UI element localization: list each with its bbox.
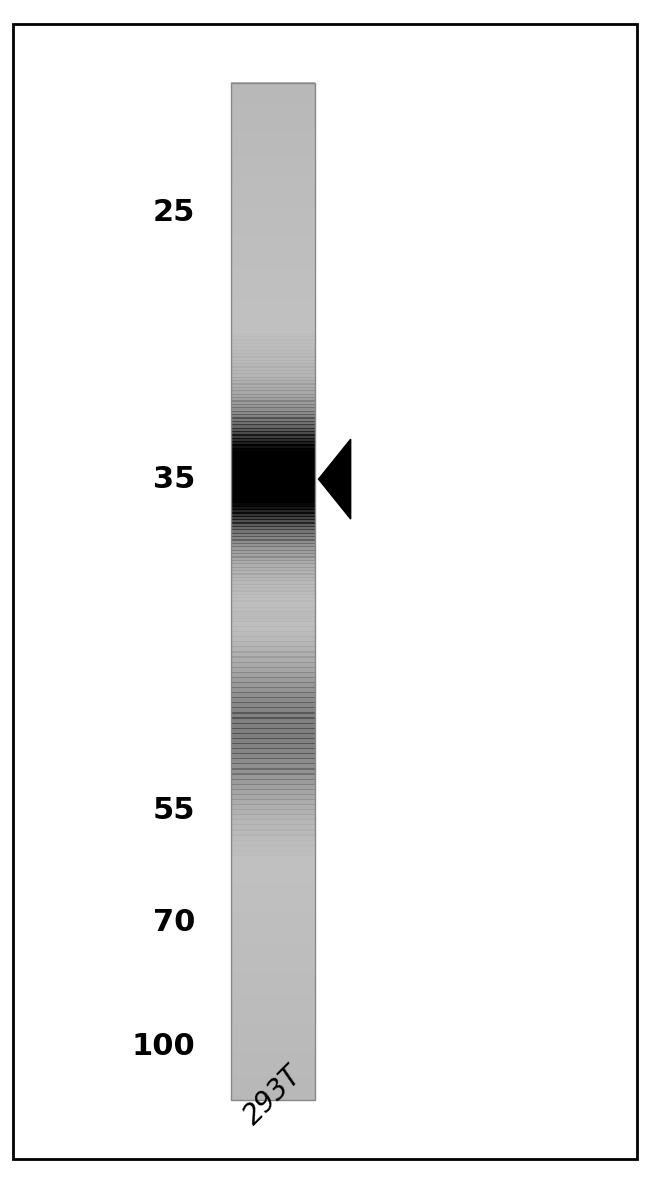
Bar xyxy=(231,83,315,1100)
Text: 55: 55 xyxy=(153,796,195,825)
Text: 70: 70 xyxy=(153,909,195,937)
Text: 293T: 293T xyxy=(239,1060,307,1130)
Text: 100: 100 xyxy=(131,1033,195,1061)
Polygon shape xyxy=(318,439,351,519)
Text: 25: 25 xyxy=(153,199,195,227)
FancyBboxPatch shape xyxy=(13,24,637,1159)
Text: 35: 35 xyxy=(153,465,195,493)
